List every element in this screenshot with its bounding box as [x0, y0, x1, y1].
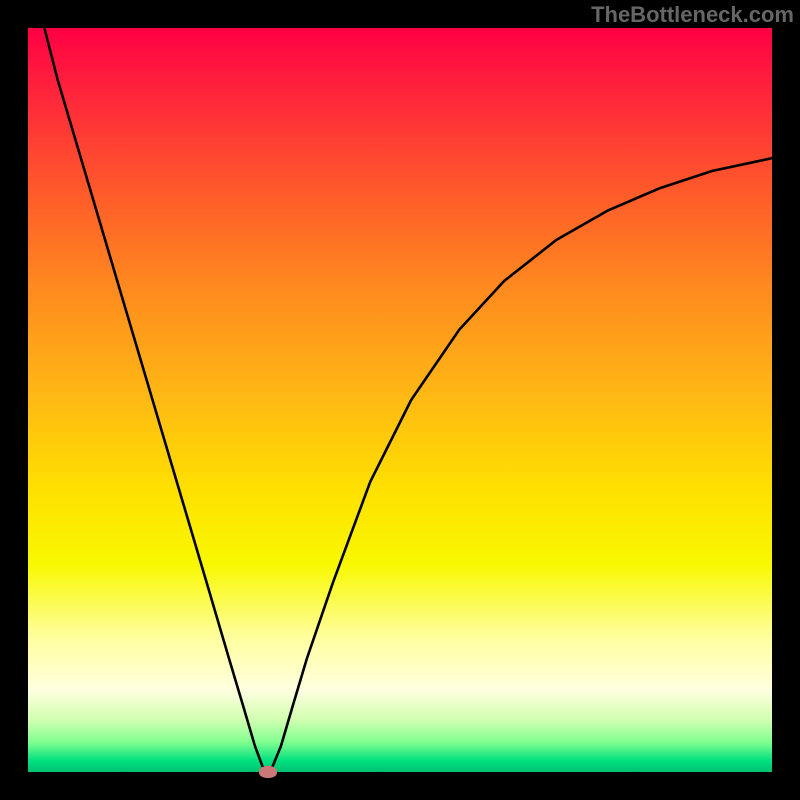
bottleneck-curve: [44, 28, 772, 772]
minimum-marker: [259, 766, 277, 778]
plot-area: [28, 28, 772, 772]
chart-container: TheBottleneck.com: [0, 0, 800, 800]
curve-svg: [28, 28, 772, 772]
watermark-text: TheBottleneck.com: [591, 2, 794, 28]
